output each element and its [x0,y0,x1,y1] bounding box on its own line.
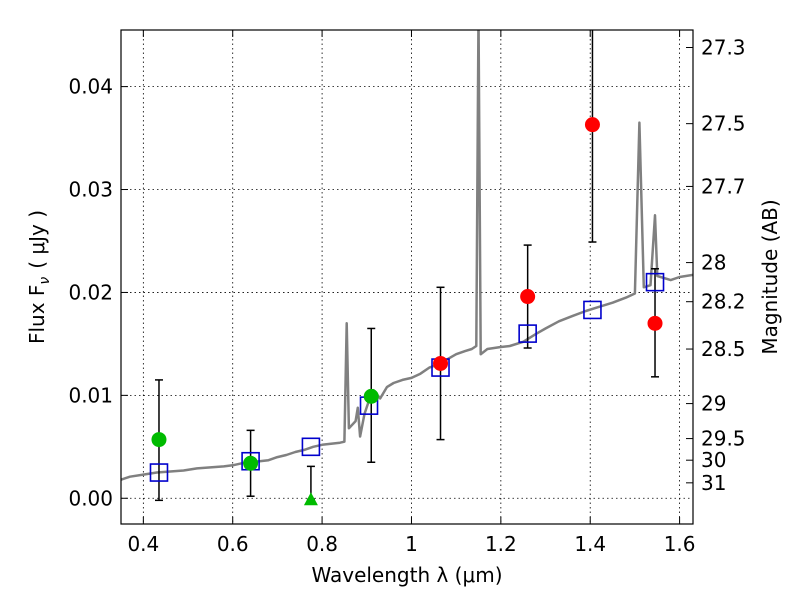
y-axis-label-subscript: ν [37,277,53,285]
y2-tick-label: 30 [701,448,726,472]
plot-area [121,30,693,506]
green-data-point [363,388,379,404]
model-band-square [301,437,321,457]
red-data-point [433,355,449,371]
y-axis-label: Flux Fν ( μJy ) [25,210,53,344]
x-tick-label: 0.6 [217,532,249,556]
y2-tick-label: 27.5 [701,112,746,136]
red-data-point [520,289,536,305]
model-spectrum-line [121,30,693,481]
y-tick-label: 0.00 [68,486,113,510]
y2-tick-label: 28 [701,251,726,275]
y2-tick-label: 31 [701,471,726,495]
model-band-square [149,463,169,482]
x-axis-label: Wavelength λ (μm) [311,563,502,587]
x-tick-label: 1.4 [574,532,606,556]
y-tick-label: 0.04 [68,75,113,99]
grid-lines [121,30,693,524]
green-data-point [243,455,259,471]
y2-tick-label: 27.7 [701,174,746,198]
y-axis-label-unit: ( μJy ) [25,210,49,269]
y-axis-label-main: Flux F [25,285,49,344]
x-tick-label: 0.4 [127,532,159,556]
y-tick-label: 0.02 [68,280,113,304]
y-tick-label: 0.03 [68,178,113,202]
y2-tick-label: 27.3 [701,35,746,59]
y2-tick-label: 29.5 [701,427,746,451]
upper-limit-triangle [303,492,318,506]
x-tick-label: 1.6 [664,532,696,556]
y2-tick-label: 28.5 [701,337,746,361]
green-data-point [151,432,167,448]
red-data-point [647,315,663,331]
model-band-square [645,272,665,292]
model-band-square [583,300,602,320]
y-tick-label: 0.01 [68,383,113,407]
plot-frame [120,29,694,525]
y2-tick-label: 28.2 [701,290,746,314]
red-data-point [584,117,600,133]
y2-axis-label: Magnitude (AB) [758,199,782,354]
x-tick-label: 1.2 [485,532,517,556]
y2-tick-label: 29 [701,392,726,416]
x-tick-label: 1 [405,532,418,556]
axis-ticks: 0.4 0.6 0.8 1 1.2 1.4 1.6 0.00 0.01 0.02 0.03 0.04 2… [68,30,746,556]
x-tick-label: 0.8 [306,532,338,556]
model-band-square [518,324,537,343]
